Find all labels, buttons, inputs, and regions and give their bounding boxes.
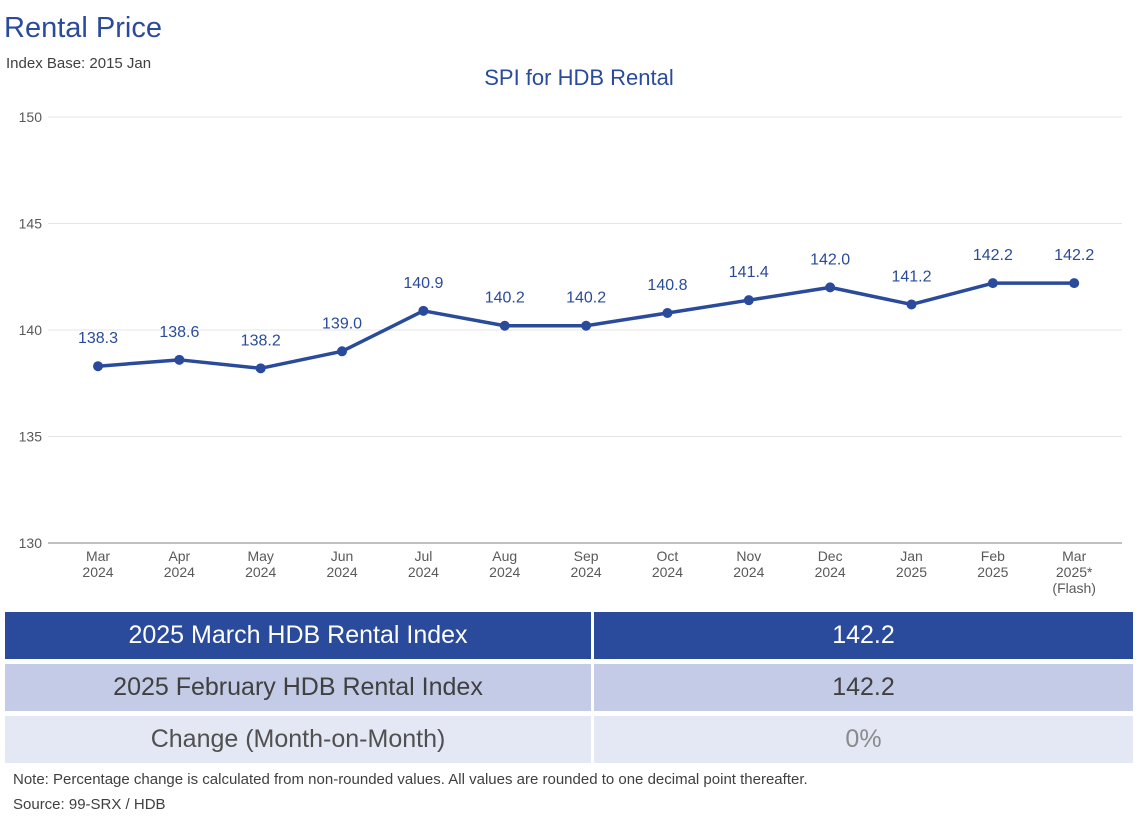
data-label-10: 141.2 <box>891 268 931 285</box>
y-tick-label-135: 135 <box>19 429 43 445</box>
x-tick-label-12-2: (Flash) <box>1052 580 1096 596</box>
data-point-1 <box>174 354 185 365</box>
data-point-4 <box>418 305 429 316</box>
x-tick-label-11-1: 2025 <box>977 564 1008 580</box>
summary-table: 2025 March HDB Rental Index 142.2 2025 F… <box>5 612 1133 763</box>
data-point-9 <box>825 282 836 293</box>
x-tick-label-11-0: Feb <box>981 548 1005 564</box>
x-tick-label-12-0: Mar <box>1062 548 1086 564</box>
x-tick-label-1-0: Apr <box>168 548 190 564</box>
data-label-3: 139.0 <box>322 315 362 332</box>
data-point-7 <box>662 307 673 318</box>
x-tick-label-12-1: 2025* <box>1056 564 1093 580</box>
x-tick-label-7-0: Oct <box>657 548 679 564</box>
data-point-8 <box>743 295 754 306</box>
x-tick-label-0-0: Mar <box>86 548 110 564</box>
change-value: 0% <box>594 711 1133 763</box>
data-point-2 <box>255 363 266 374</box>
data-point-10 <box>906 299 917 310</box>
table-row-current-index: 2025 March HDB Rental Index 142.2 <box>5 612 1133 659</box>
data-label-12: 142.2 <box>1054 247 1094 264</box>
x-tick-label-9-1: 2024 <box>815 564 846 580</box>
x-tick-label-2-0: May <box>247 548 273 564</box>
data-point-11 <box>987 278 998 289</box>
data-label-1: 138.6 <box>159 324 199 341</box>
previous-index-value: 142.2 <box>594 659 1133 711</box>
source-note: Source: 99-SRX / HDB <box>13 796 166 813</box>
data-label-6: 140.2 <box>566 290 606 307</box>
data-label-8: 141.4 <box>729 264 769 281</box>
data-point-5 <box>499 320 510 331</box>
line-chart: SPI for HDB Rental 130135140145150Mar202… <box>19 65 1122 596</box>
y-tick-label-130: 130 <box>19 535 43 551</box>
table-row-previous-index: 2025 February HDB Rental Index 142.2 <box>5 659 1133 711</box>
x-tick-label-8-0: Nov <box>736 548 761 564</box>
previous-index-label: 2025 February HDB Rental Index <box>5 659 594 711</box>
y-tick-label-150: 150 <box>19 109 43 125</box>
data-label-7: 140.8 <box>647 277 687 294</box>
footnote: Note: Percentage change is calculated fr… <box>13 771 808 788</box>
change-label: Change (Month-on-Month) <box>5 711 594 763</box>
y-tick-label-140: 140 <box>19 322 43 338</box>
x-tick-label-3-1: 2024 <box>326 564 357 580</box>
x-tick-label-6-0: Sep <box>574 548 599 564</box>
current-index-label: 2025 March HDB Rental Index <box>5 612 594 659</box>
data-label-11: 142.2 <box>973 247 1013 264</box>
x-tick-label-1-1: 2024 <box>164 564 195 580</box>
x-tick-label-7-1: 2024 <box>652 564 683 580</box>
data-point-12 <box>1069 278 1080 289</box>
page-title: Rental Price <box>4 12 162 44</box>
table-row-change: Change (Month-on-Month) 0% <box>5 711 1133 763</box>
index-base-label: Index Base: 2015 Jan <box>6 55 152 72</box>
y-tick-label-145: 145 <box>19 216 43 232</box>
x-tick-label-10-0: Jan <box>900 548 923 564</box>
x-tick-label-0-1: 2024 <box>82 564 113 580</box>
x-tick-label-3-0: Jun <box>331 548 354 564</box>
current-index-value: 142.2 <box>594 612 1133 659</box>
data-label-9: 142.0 <box>810 251 850 268</box>
x-tick-label-4-0: Jul <box>414 548 432 564</box>
data-label-0: 138.3 <box>78 330 118 347</box>
x-tick-label-9-0: Dec <box>818 548 843 564</box>
data-point-6 <box>581 320 592 331</box>
x-tick-label-10-1: 2025 <box>896 564 927 580</box>
data-label-5: 140.2 <box>485 290 525 307</box>
x-tick-label-6-1: 2024 <box>571 564 602 580</box>
data-point-3 <box>337 346 348 357</box>
data-point-0 <box>93 361 103 372</box>
x-tick-label-5-0: Aug <box>492 548 517 564</box>
chart-title: SPI for HDB Rental <box>484 65 674 90</box>
x-tick-label-8-1: 2024 <box>733 564 764 580</box>
data-label-4: 140.9 <box>403 275 443 292</box>
x-tick-label-2-1: 2024 <box>245 564 276 580</box>
data-label-2: 138.2 <box>241 332 281 349</box>
x-tick-label-5-1: 2024 <box>489 564 520 580</box>
x-tick-label-4-1: 2024 <box>408 564 439 580</box>
